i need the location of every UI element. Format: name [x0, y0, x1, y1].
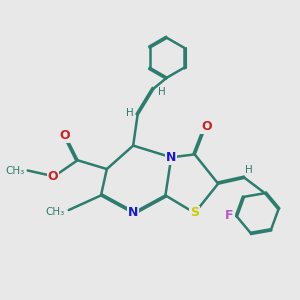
Text: F: F — [225, 209, 234, 222]
Text: O: O — [59, 129, 70, 142]
Text: N: N — [166, 151, 176, 164]
Text: H: H — [158, 87, 166, 97]
Text: H: H — [125, 108, 133, 118]
Text: S: S — [190, 206, 199, 220]
Text: CH₃: CH₃ — [6, 166, 25, 176]
Text: N: N — [128, 206, 138, 220]
Text: H: H — [245, 165, 253, 175]
Text: O: O — [201, 120, 212, 133]
Text: CH₃: CH₃ — [45, 206, 64, 217]
Text: O: O — [47, 170, 58, 183]
